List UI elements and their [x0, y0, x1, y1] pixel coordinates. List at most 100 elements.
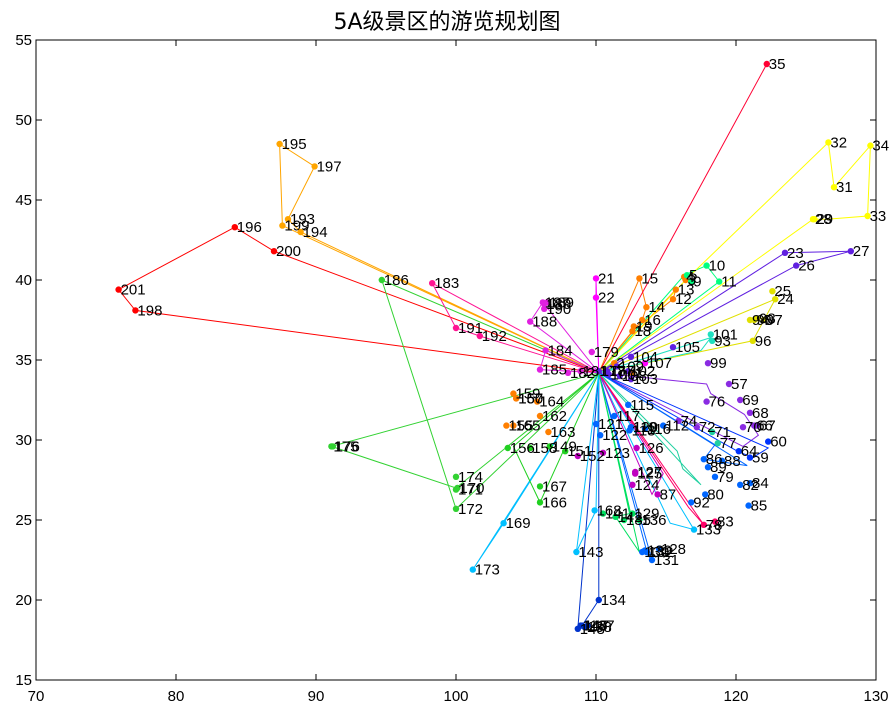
scenic-point-88: [718, 457, 726, 464]
point-label-129: 129: [634, 506, 659, 523]
scenic-point-108: [616, 372, 623, 380]
scenic-point-181: [577, 368, 584, 375]
scenic-point-143: [573, 548, 580, 556]
scenic-point-163: [545, 428, 552, 436]
scenic-point-139: [641, 547, 649, 554]
scenic-point-102: [625, 368, 632, 375]
point-label-159: 159: [515, 386, 540, 403]
point-label-92: 92: [693, 494, 710, 511]
points-layer: [115, 60, 874, 632]
scenic-point-191: [452, 324, 460, 332]
point-label-59: 59: [752, 450, 769, 467]
y-tick-label: 40: [15, 272, 32, 289]
scenic-point-190: [541, 305, 548, 312]
point-label-28: 28: [815, 211, 832, 228]
scenic-point-10: [703, 262, 710, 269]
scenic-point-160: [513, 395, 520, 402]
scenic-point-149: [546, 443, 553, 450]
point-label-124: 124: [634, 477, 659, 494]
scenic-point-25: [769, 288, 776, 295]
point-label-25: 25: [774, 283, 791, 300]
scenic-point-35: [763, 60, 770, 68]
point-label-21: 21: [598, 270, 615, 287]
y-tick-label: 45: [15, 192, 32, 209]
point-label-163: 163: [550, 424, 575, 441]
scenic-point-127: [632, 468, 639, 476]
scenic-point-26: [793, 262, 800, 269]
plot-frame: [35, 39, 877, 681]
y-tick-label: 30: [15, 432, 32, 449]
x-tick-label: 100: [443, 688, 468, 705]
point-label-173: 173: [475, 562, 500, 579]
route-line-4: [329, 372, 600, 489]
scenic-point-89: [704, 464, 712, 471]
point-label-22: 22: [598, 290, 615, 307]
scenic-point-84: [746, 480, 754, 487]
scenic-point-109: [613, 363, 621, 370]
point-label-99: 99: [710, 355, 727, 372]
scenic-point-9: [688, 278, 695, 285]
x-tick-label: 120: [723, 688, 748, 705]
point-label-167: 167: [542, 478, 567, 495]
point-label-2: 2: [616, 355, 624, 372]
scenic-point-96: [749, 337, 756, 344]
route-line-29: [598, 372, 702, 486]
point-label-118: 118: [632, 422, 656, 439]
scenic-point-97: [760, 316, 768, 324]
point-label-142: 142: [618, 509, 643, 526]
scenic-point-176: [329, 443, 336, 450]
scenic-point-18: [629, 328, 636, 335]
point-label-195: 195: [282, 136, 307, 153]
point-label-23: 23: [787, 245, 804, 262]
scenic-point-201: [115, 286, 122, 293]
scenic-point-174: [452, 473, 460, 480]
scenic-point-169: [500, 520, 507, 527]
point-label-3: 3: [688, 272, 696, 289]
x-tick-label: 110: [584, 688, 608, 705]
point-label-194: 194: [303, 224, 328, 241]
point-label-193: 193: [290, 211, 315, 228]
point-label-68: 68: [752, 405, 769, 422]
point-label-122: 122: [602, 427, 627, 444]
point-label-87: 87: [660, 486, 677, 503]
scenic-point-77: [714, 440, 721, 447]
point-label-115: 115: [630, 397, 654, 414]
point-label-156: 156: [510, 440, 535, 457]
point-label-104: 104: [633, 349, 658, 366]
scenic-point-155: [503, 422, 510, 429]
point-label-175: 175: [333, 438, 358, 455]
y-tick-label: 20: [15, 592, 32, 609]
scenic-point-24: [772, 296, 779, 303]
scenic-point-159: [510, 390, 517, 397]
scenic-point-31: [830, 184, 838, 191]
point-label-139: 139: [647, 542, 672, 559]
scenic-point-13: [672, 286, 679, 293]
scenic-point-14: [643, 304, 650, 311]
point-label-102: 102: [630, 363, 655, 380]
scenic-point-141: [599, 510, 607, 517]
point-label-108: 108: [622, 368, 647, 385]
scenic-point-116: [641, 425, 649, 432]
route-line-24: [575, 372, 600, 553]
point-label-162: 162: [542, 408, 567, 425]
point-label-64: 64: [741, 443, 758, 460]
y-tick-label: 25: [15, 512, 32, 529]
scenic-point-21: [592, 275, 600, 282]
point-label-169: 169: [506, 515, 531, 532]
scenic-point-123: [599, 449, 607, 456]
scenic-point-115: [625, 401, 632, 408]
scenic-point-59: [746, 454, 754, 461]
scenic-point-151: [562, 448, 569, 455]
point-label-16: 16: [644, 312, 661, 329]
scenic-point-103: [627, 376, 635, 383]
point-label-128: 128: [661, 541, 686, 558]
scenic-point-71: [709, 428, 716, 436]
point-label-77: 77: [720, 435, 737, 452]
y-tick-label: 15: [15, 672, 32, 689]
scenic-point-168: [591, 507, 598, 514]
scenic-point-34: [867, 142, 874, 149]
point-label-199: 199: [284, 218, 309, 235]
point-label-165: 165: [515, 418, 540, 435]
scenic-point-129: [629, 510, 636, 517]
